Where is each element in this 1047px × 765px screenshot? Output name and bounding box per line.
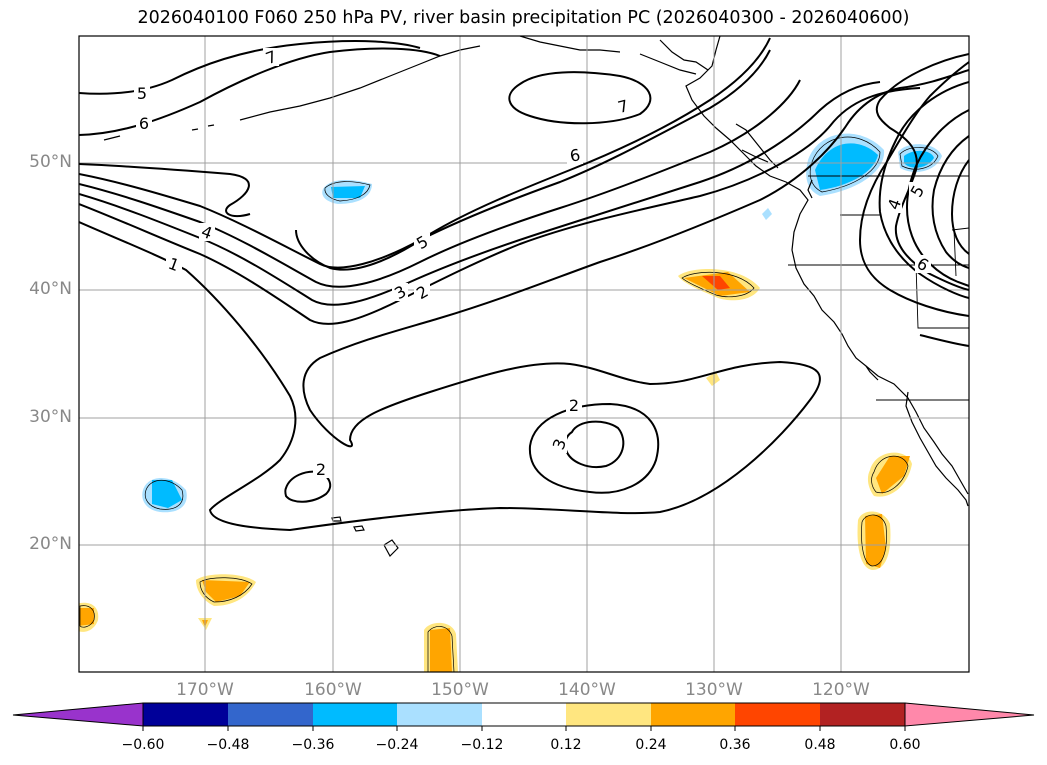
plot-frame bbox=[78, 35, 970, 673]
lat-label-30n: 30°N bbox=[29, 407, 72, 427]
lon-label-130w: 130°W bbox=[685, 680, 743, 700]
colorbar bbox=[12, 702, 1035, 731]
colorbar-extend-max bbox=[904, 702, 1035, 727]
contour-label: 7 bbox=[616, 96, 631, 117]
colorbar-tick-label: −0.12 bbox=[460, 737, 504, 753]
coastlines bbox=[103, 36, 969, 557]
contour-labels: 7 5 6 4 1 7 6 5 3 2 2 3 2 5 4 6 bbox=[134, 47, 932, 479]
contour-label: 2 bbox=[316, 460, 326, 479]
lon-label-140w: 140°W bbox=[558, 680, 616, 700]
lon-label-160w: 160°W bbox=[304, 680, 362, 700]
lat-label-50n: 50°N bbox=[29, 152, 72, 172]
lon-label-150w: 150°W bbox=[431, 680, 489, 700]
lon-label-120w: 120°W bbox=[812, 680, 870, 700]
colorbar-tick-label: 0.48 bbox=[804, 737, 836, 753]
contour-label: 2 bbox=[569, 396, 579, 415]
contour-label: 6 bbox=[568, 145, 581, 165]
colorbar-tick-label: −0.48 bbox=[206, 737, 250, 753]
pv-contours bbox=[79, 37, 969, 532]
colorbar-tick-label: −0.24 bbox=[375, 737, 419, 753]
contour-label: 5 bbox=[137, 84, 147, 103]
precip-shading bbox=[79, 133, 942, 672]
colorbar-tick-label: 0.24 bbox=[635, 737, 667, 753]
map-title: 2026040100 F060 250 hPa PV, river basin … bbox=[137, 8, 910, 28]
precip-outlines bbox=[79, 136, 939, 672]
colorbar-tick-label: 0.36 bbox=[719, 737, 751, 753]
lon-label-170w: 170°W bbox=[176, 680, 234, 700]
lat-label-40n: 40°N bbox=[29, 279, 72, 299]
colorbar-extend-min bbox=[12, 702, 144, 727]
lat-label-20n: 20°N bbox=[29, 534, 72, 554]
colorbar-tick-label: −0.60 bbox=[121, 737, 165, 753]
contour-label: 6 bbox=[139, 114, 149, 133]
map-plot-area: 7 5 6 4 1 7 6 5 3 2 2 3 2 5 4 6 bbox=[79, 36, 969, 672]
colorbar-tick-label: 0.12 bbox=[550, 737, 582, 753]
colorbar-tick-label: −0.36 bbox=[291, 737, 335, 753]
political-borders bbox=[788, 175, 969, 401]
colorbar-tick-label: 0.60 bbox=[889, 737, 921, 753]
